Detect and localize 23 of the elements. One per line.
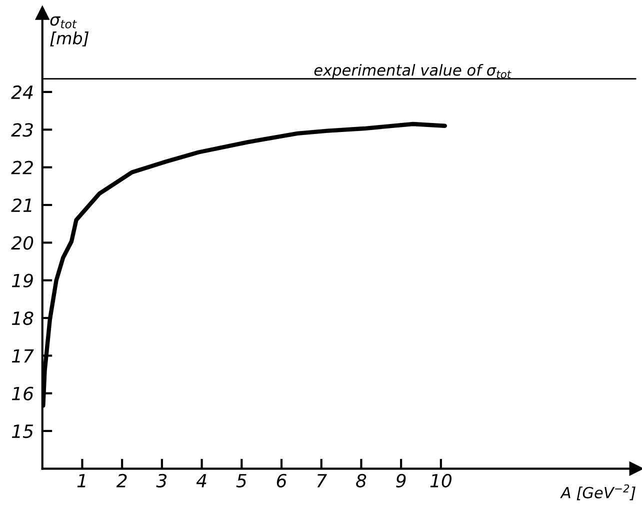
y-tick-label: 23 [11,123,33,137]
y-tick-label: 20 [11,236,34,250]
x-axis-title: A [GeV$^{−2}$] [560,484,636,500]
y-tick-label: 22 [11,160,33,174]
x-tick-label: 1 [77,474,86,488]
x-tick-label: 7 [317,474,327,488]
x-tick-label: 6 [276,474,286,488]
x-tick-label: 4 [196,474,206,488]
x-tick-label: 2 [116,474,127,488]
y-axis-title: σ$_{tot}$ [mb] [50,16,89,46]
x-tick-label: 3 [156,474,167,488]
x-tick-label: 5 [236,474,246,488]
ref-line-label: experimental value of σ$_{tot}$ [314,64,512,79]
y-tick-label: 21 [11,198,32,212]
y-tick-label: 18 [12,311,34,326]
y-tick-label: 24 [11,85,33,99]
y-tick-label: 16 [12,386,34,400]
y-tick-label: 15 [12,424,34,438]
x-tick-label: 10 [430,474,452,488]
y-tick-label: 19 [12,274,33,288]
x-tick-label: 8 [356,474,366,488]
x-tick-label: 9 [396,474,406,488]
y-tick-label: 17 [12,349,34,363]
